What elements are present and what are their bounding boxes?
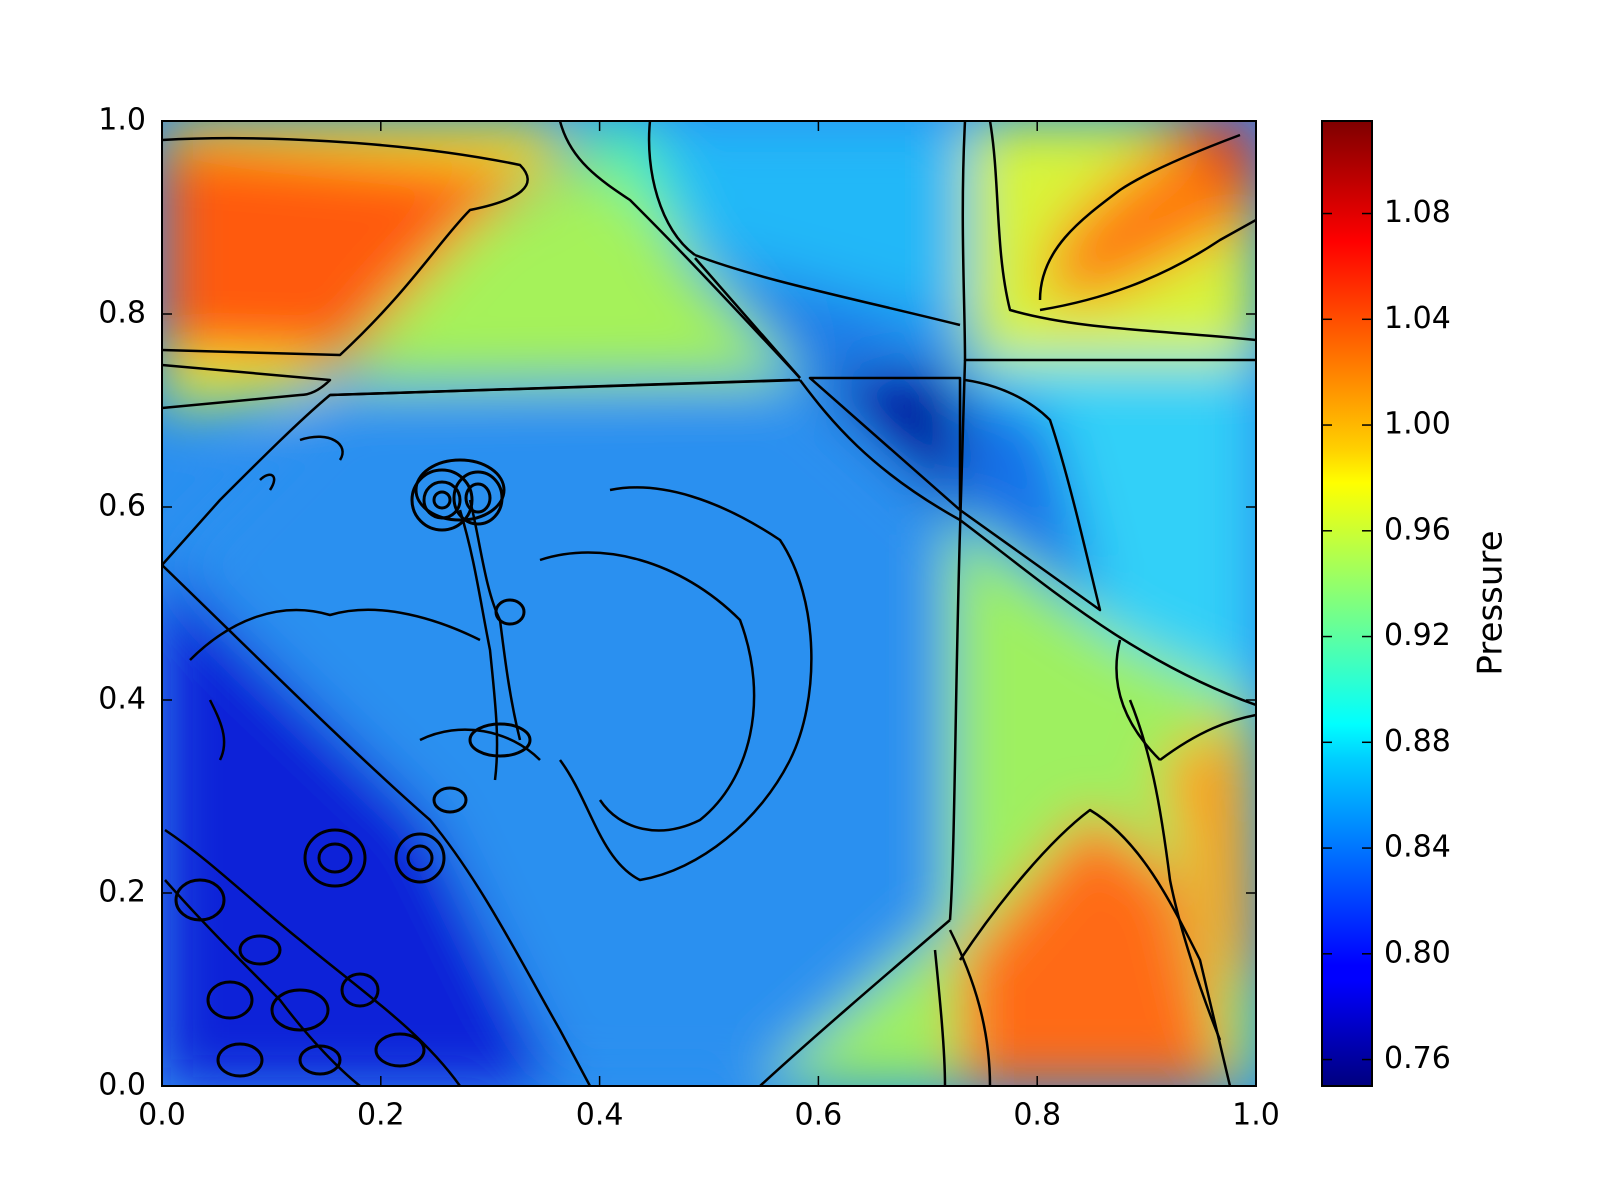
- colorbar-tick-label: 0.92: [1384, 618, 1451, 653]
- y-tick-label: 0.6: [98, 489, 146, 524]
- y-tick-label: 1.0: [98, 103, 146, 138]
- x-tick-label: 0.8: [1013, 1098, 1061, 1133]
- heatmap-plot: [162, 121, 1256, 1086]
- y-axis: 0.0 0.2 0.4 0.6 0.8 1.0: [98, 103, 1256, 1103]
- region-center-right-wedge: [960, 380, 1100, 610]
- colorbar-tick-label: 0.88: [1384, 724, 1451, 759]
- region-upper-center-wedge: [330, 160, 800, 385]
- y-tick-label: 0.2: [98, 875, 146, 910]
- y-tick-label: 0.4: [98, 682, 146, 717]
- x-axis: 0.0 0.2 0.4 0.6 0.8 1.0: [138, 121, 1280, 1133]
- region-lower-left-low: [162, 565, 560, 1086]
- region-lower-right-high: [960, 810, 1230, 1086]
- y-tick-label: 0.8: [98, 296, 146, 331]
- x-tick-label: 0.6: [795, 1098, 843, 1133]
- y-tick-label: 0.0: [98, 1068, 146, 1103]
- colorbar-tick-label: 1.00: [1384, 407, 1451, 442]
- region-upper-middle-wedge: [695, 255, 960, 375]
- x-tick-label: 0.0: [138, 1098, 186, 1133]
- colorbar-label: Pressure: [1471, 530, 1511, 675]
- contour-lines: [162, 121, 1256, 1086]
- vortex-features: [174, 458, 532, 1078]
- x-tick-label: 0.4: [576, 1098, 624, 1133]
- region-top-left-strip: [162, 121, 560, 200]
- region-right-orange-strip: [1160, 720, 1256, 1000]
- colorbar-tick-label: 0.76: [1384, 1041, 1451, 1076]
- x-tick-label: 1.0: [1232, 1098, 1280, 1133]
- region-center-triangle-low: [815, 375, 960, 510]
- region-upper-right-high: [1040, 121, 1256, 300]
- colorbar-tick-label: 0.84: [1384, 830, 1451, 865]
- colorbar-tick-label: 1.04: [1384, 301, 1451, 336]
- region-upper-right-corner: [1150, 121, 1256, 200]
- colorbar-tick-label: 0.96: [1384, 512, 1451, 547]
- colorbar-ticks: 0.76 0.80 0.84 0.88 0.92 0.96 1.00 1.04 1.08: [1322, 195, 1451, 1076]
- x-tick-label: 0.2: [357, 1098, 405, 1133]
- region-center: [162, 385, 950, 1086]
- plot-frame: [161, 120, 1257, 1087]
- colorbar-tick-label: 0.80: [1384, 935, 1451, 970]
- region-top-center-teal: [560, 121, 690, 250]
- colorbar: [1321, 120, 1373, 1087]
- colorbar-tick-label: 1.08: [1384, 195, 1451, 230]
- pressure-field: [162, 121, 1256, 1086]
- region-upper-left-high: [162, 140, 520, 360]
